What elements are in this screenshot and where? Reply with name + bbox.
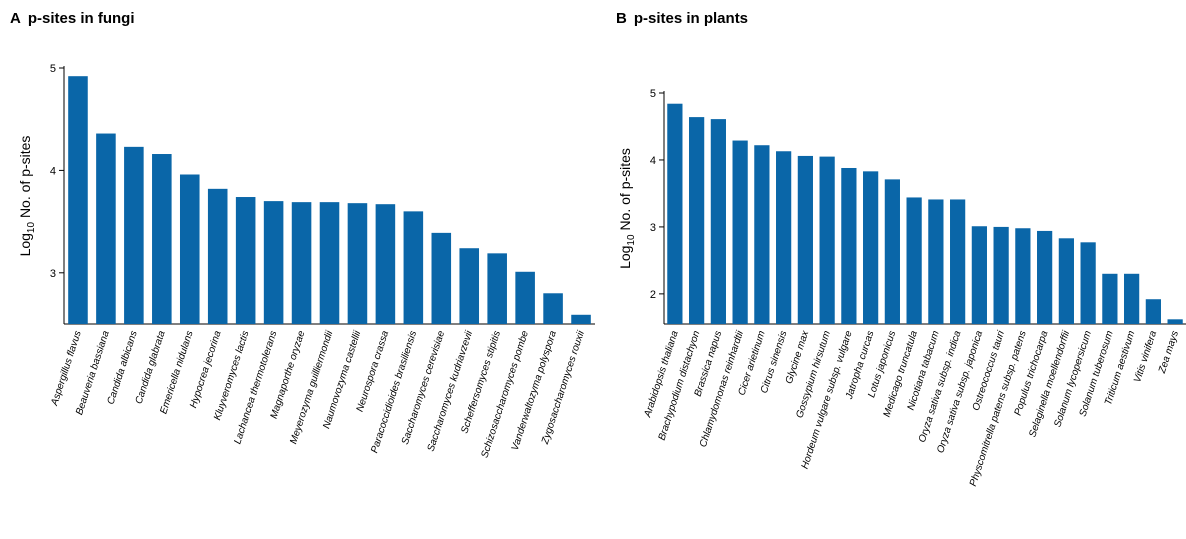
fungi-y-tick-label: 3 [50, 268, 56, 280]
plants-bar [1058, 238, 1074, 324]
plants-bar [928, 199, 944, 324]
plants-bar [754, 145, 770, 324]
plants-bar [1145, 299, 1161, 324]
fungi-bar [543, 293, 563, 324]
plants-title-text: p-sites in plants [633, 10, 749, 27]
fungi-bar [487, 253, 507, 324]
plants-bar [1102, 273, 1118, 324]
plants-category-label: Zea mays [1157, 330, 1181, 376]
fungi-bar-chart: 3 4 5 Log10 No. of p-sites Aspergillus flavu… [17, 63, 595, 459]
fungi-bar [235, 197, 256, 324]
fungi-bar [179, 174, 200, 324]
fungi-bar [571, 314, 591, 324]
plants-bar [1080, 242, 1096, 324]
plants-bar [950, 199, 966, 324]
panel-letter-b: B [616, 10, 627, 27]
fungi-title-text: p-sites in fungi [27, 10, 135, 27]
fungi-bar [375, 204, 396, 324]
fungi-bar [347, 203, 368, 324]
fungi-bar [68, 76, 88, 324]
fungi-bar [403, 211, 424, 324]
plants-bar [1015, 228, 1031, 324]
plants-bar [863, 171, 879, 324]
plants-bar [667, 103, 683, 324]
plants-bar [732, 140, 748, 324]
plants-y-tick-label: 3 [650, 222, 656, 234]
fungi-bar [459, 248, 480, 324]
fungi-y-axis-title: Log10 No. of p-sites [17, 136, 37, 257]
plants-bar [971, 226, 987, 324]
fungi-bar [431, 232, 452, 324]
plants-bar [776, 151, 792, 324]
plants-bar [884, 179, 900, 324]
plants-y-tick-label: 4 [650, 155, 656, 167]
fungi-category-label: Aspergillus flavus [49, 330, 84, 408]
fungi-category-label: Candida albicans [106, 330, 140, 406]
fungi-category-label: Candida glabrata [134, 329, 168, 405]
plants-bar [841, 167, 857, 324]
plants-bar [819, 156, 835, 324]
plants-bar [689, 117, 705, 325]
plants-bar [993, 226, 1009, 324]
plants-category-label: Vitis vinifera [1132, 329, 1159, 384]
fungi-bar [96, 133, 116, 324]
plants-bar [710, 119, 726, 325]
plants-bar [1037, 230, 1053, 324]
plants-y-axis-title: Log10 No. of p-sites [617, 148, 637, 269]
plants-bar [1167, 319, 1183, 324]
fungi-bar [319, 202, 340, 324]
plants-y-tick-label: 5 [650, 88, 656, 100]
plants-y-tick-label: 2 [650, 289, 656, 301]
fungi-y-tick-label: 5 [50, 63, 56, 75]
fungi-bar [124, 146, 144, 324]
fungi-bar [263, 201, 284, 324]
plants-bar [1124, 273, 1140, 324]
fungi-y-tick-label: 4 [50, 165, 56, 177]
fungi-bar [207, 188, 228, 324]
plants-bar [906, 197, 922, 324]
fungi-bar [152, 154, 172, 324]
fungi-bar [291, 202, 312, 324]
panel-letter-a: A [10, 10, 21, 27]
fungi-bar [515, 271, 535, 324]
plants-bar [797, 155, 813, 324]
